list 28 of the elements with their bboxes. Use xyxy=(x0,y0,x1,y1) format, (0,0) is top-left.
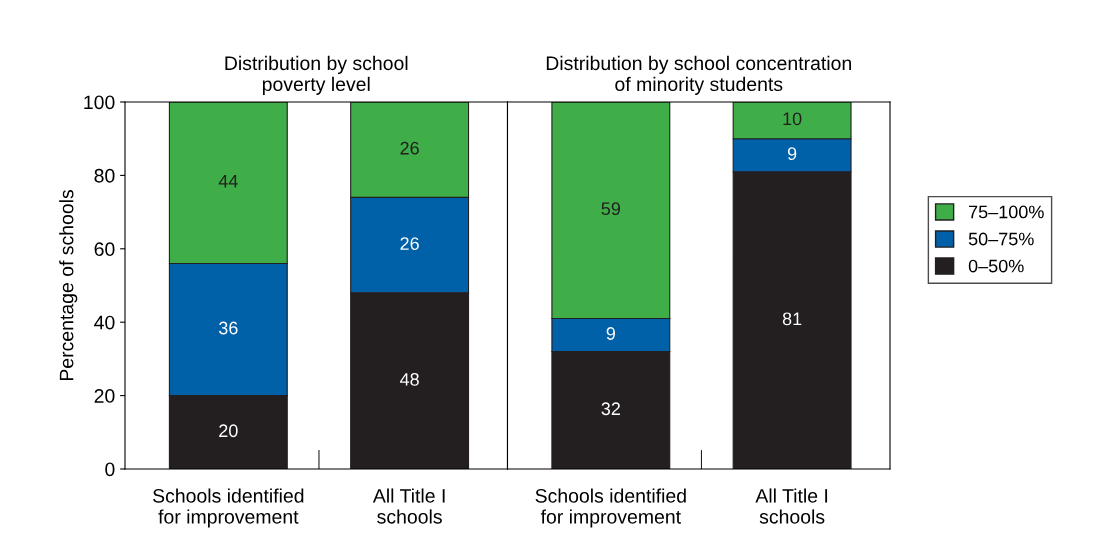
data-label: 44 xyxy=(218,174,238,188)
data-label: 20 xyxy=(219,424,238,438)
legend-label: 0–50% xyxy=(968,259,1024,273)
data-label: 26 xyxy=(400,141,419,155)
chart-title: Distribution by school poverty level xyxy=(225,55,408,95)
x-tick-label: Schools identified for improvement xyxy=(153,488,304,528)
y-tick-label: 80 xyxy=(94,168,115,183)
x-tick-label: Schools identified for improvement xyxy=(535,488,686,528)
x-tick-label: All Title I schools xyxy=(372,488,445,524)
y-tick-label: 100 xyxy=(84,95,115,110)
data-label: 36 xyxy=(218,321,238,335)
data-label: 26 xyxy=(400,237,419,250)
legend-label: 75–100% xyxy=(969,205,1044,219)
data-label: 81 xyxy=(782,312,802,326)
data-label: 48 xyxy=(399,372,419,386)
y-tick-label: 40 xyxy=(94,315,115,330)
x-tick-label: All Title I schools xyxy=(755,488,828,524)
y-tick-label: 20 xyxy=(94,389,115,403)
y-tick-label: 0 xyxy=(105,462,115,477)
legend-label: 50–75% xyxy=(968,232,1034,246)
data-label: 9 xyxy=(787,147,797,161)
y-axis-title: Percentage of schools xyxy=(59,189,78,381)
chart-title: Distribution by school concentration of minority students xyxy=(546,55,851,95)
data-label: 32 xyxy=(601,402,620,416)
y-tick-label: 60 xyxy=(94,242,115,257)
data-label: 10 xyxy=(783,112,802,126)
data-label: 59 xyxy=(601,202,621,216)
data-label: 9 xyxy=(606,327,615,340)
